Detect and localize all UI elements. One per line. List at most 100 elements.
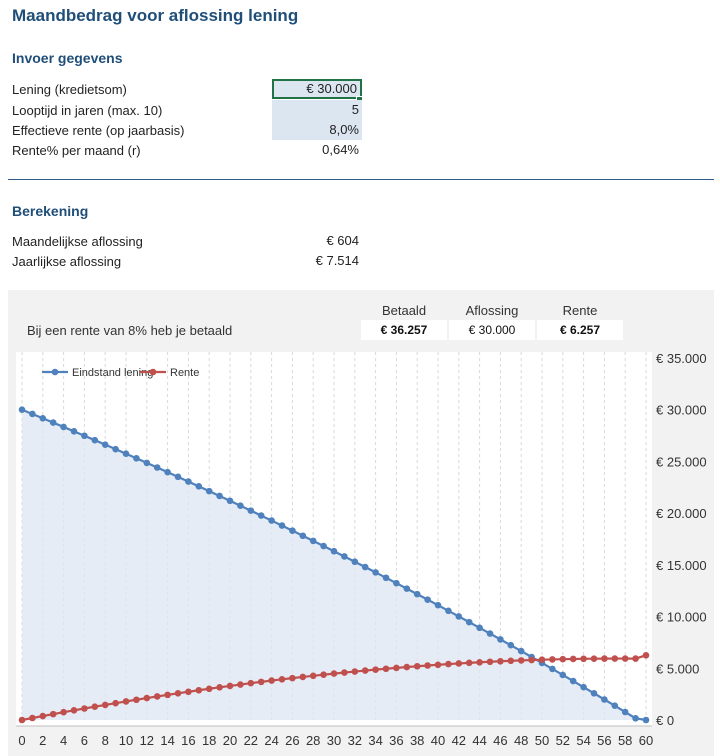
- data-point: [569, 677, 577, 685]
- data-point: [81, 705, 88, 712]
- data-point: [445, 607, 452, 615]
- summary-text: Bij een rente van 8% heb je betaald: [27, 323, 233, 338]
- x-tick-label: 50: [535, 733, 549, 748]
- loan-amount-cell[interactable]: € 30.000: [272, 79, 362, 99]
- section-divider: [8, 179, 714, 180]
- data-point: [528, 656, 535, 664]
- x-tick-label: 20: [223, 733, 237, 748]
- data-point: [465, 659, 473, 667]
- x-tick-label: 0: [18, 733, 25, 748]
- data-point: [112, 445, 119, 453]
- monthly-rate-cell: 0,64%: [322, 142, 359, 157]
- data-point: [507, 657, 515, 665]
- monthly-rate-label: Rente% per maand (r): [12, 143, 141, 158]
- x-tick-label: 60: [639, 733, 653, 748]
- y-tick-label: € 5.000: [656, 661, 699, 676]
- x-tick-label: 34: [368, 733, 382, 748]
- y-tick-label: € 15.000: [656, 558, 707, 573]
- data-point: [507, 641, 515, 649]
- data-point: [60, 708, 67, 716]
- data-point: [611, 702, 619, 710]
- data-point: [18, 716, 26, 724]
- x-tick-label: 26: [285, 733, 299, 748]
- page-title: Maandbedrag voor aflossing lening: [12, 6, 299, 25]
- loan-amount-label: Lening (kredietsom): [12, 82, 127, 97]
- data-point: [60, 423, 67, 431]
- data-point: [476, 658, 483, 666]
- data-point: [226, 682, 234, 690]
- y-tick-label: € 35.000: [656, 351, 707, 366]
- x-tick-label: 6: [81, 733, 88, 748]
- data-point: [133, 696, 140, 704]
- x-tick-label: 28: [306, 733, 320, 748]
- data-point: [237, 681, 244, 688]
- data-point: [81, 432, 88, 440]
- data-point: [101, 701, 109, 709]
- data-point: [299, 532, 307, 540]
- term-years-cell[interactable]: 5: [272, 100, 362, 120]
- x-tick-label: 10: [119, 733, 133, 748]
- data-point: [361, 667, 369, 674]
- data-point: [549, 656, 556, 663]
- x-tick-label: 4: [60, 733, 67, 748]
- data-point: [455, 660, 463, 667]
- data-point: [195, 483, 203, 490]
- y-tick-label: € 10.000: [656, 610, 707, 625]
- data-point: [205, 487, 213, 495]
- data-point: [289, 527, 296, 534]
- data-point: [257, 678, 265, 686]
- x-tick-label: 12: [140, 733, 154, 748]
- x-tick-label: 38: [410, 733, 424, 748]
- data-point: [39, 712, 47, 720]
- data-point: [601, 655, 608, 662]
- data-point: [497, 657, 504, 665]
- calc-section-heading: Berekening: [12, 203, 89, 219]
- data-point: [351, 668, 359, 675]
- data-point: [580, 655, 587, 663]
- data-point: [393, 579, 400, 587]
- data-point: [330, 670, 338, 677]
- data-point: [549, 665, 556, 673]
- data-point: [257, 512, 265, 519]
- data-point: [29, 714, 36, 722]
- data-point: [91, 436, 99, 444]
- data-point: [216, 492, 223, 500]
- x-tick-label: 48: [514, 733, 528, 748]
- data-point: [590, 690, 598, 697]
- effective-rate-cell[interactable]: 8,0%: [272, 120, 362, 140]
- data-point: [70, 428, 78, 435]
- input-section-heading: Invoer gegevens: [12, 50, 123, 66]
- data-point: [403, 585, 411, 592]
- x-tick-label: 56: [597, 733, 611, 748]
- data-point: [268, 517, 275, 524]
- data-point: [320, 671, 327, 678]
- data-point: [237, 502, 244, 509]
- legend-label: Rente: [170, 367, 199, 379]
- data-point: [195, 686, 203, 694]
- x-tick-label: 46: [493, 733, 507, 748]
- x-tick-label: 24: [264, 733, 278, 748]
- yearly-payment-cell: € 7.514: [315, 253, 359, 268]
- data-point: [153, 464, 161, 471]
- data-point: [289, 674, 296, 682]
- data-point: [465, 618, 473, 626]
- data-point: [320, 542, 327, 550]
- effective-rate-label: Effectieve rente (op jaarbasis): [12, 123, 185, 138]
- data-point: [382, 574, 390, 582]
- x-tick-label: 52: [556, 733, 570, 748]
- data-point: [559, 655, 567, 663]
- data-point: [278, 522, 286, 529]
- data-point: [559, 671, 567, 679]
- data-point: [185, 688, 192, 696]
- data-point: [174, 689, 182, 697]
- data-point: [538, 656, 546, 664]
- data-point: [413, 590, 421, 598]
- x-tick-label: 36: [389, 733, 403, 748]
- x-tick-label: 2: [39, 733, 46, 748]
- data-point: [185, 478, 192, 485]
- data-point: [621, 708, 629, 716]
- data-point: [424, 662, 431, 669]
- data-point: [39, 414, 47, 422]
- data-point: [372, 569, 379, 576]
